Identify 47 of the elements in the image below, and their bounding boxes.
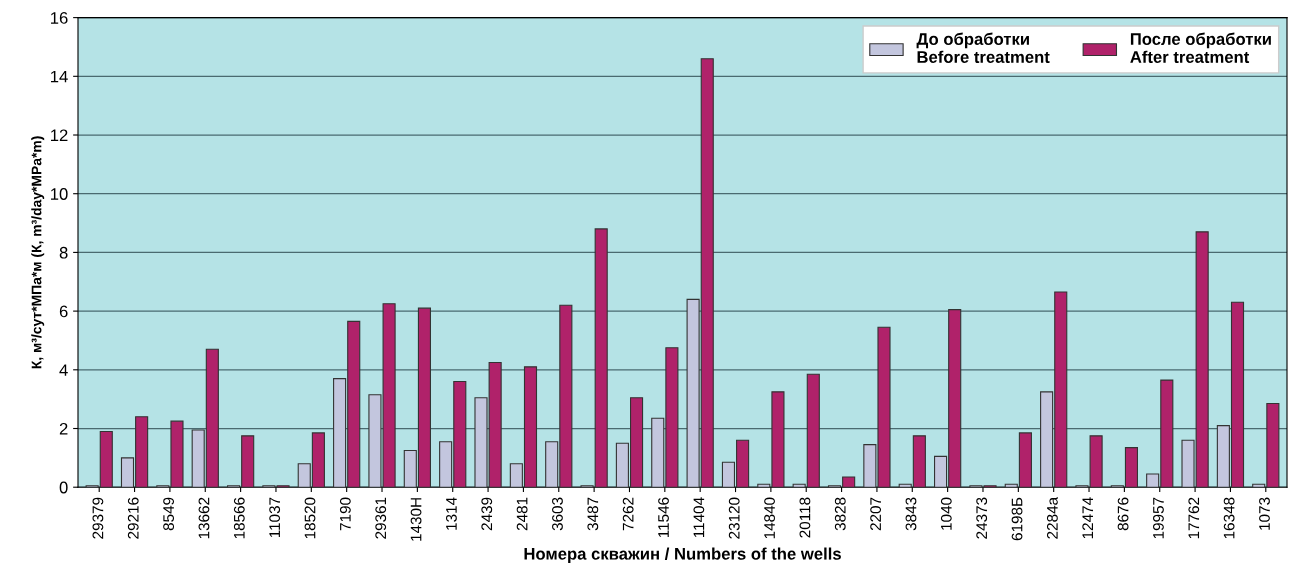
legend-label: До обработки Before treatment <box>916 32 1050 63</box>
y-tick-label: 10 <box>51 188 68 200</box>
x-tick-label: 1430H <box>410 498 422 541</box>
x-tick-label: 20118 <box>799 497 811 538</box>
x-tick-label: 8549 <box>163 497 175 531</box>
x-tick-label: 3843 <box>905 497 917 531</box>
x-tick-label: 2439 <box>481 497 493 531</box>
x-tick-label: 1040 <box>940 497 952 530</box>
x-tick-label: 2207 <box>870 497 882 531</box>
x-tick-label: 13662 <box>198 497 210 539</box>
y-tick-label: 14 <box>51 70 68 83</box>
legend-label: После обработки After treatment <box>1130 32 1271 63</box>
x-tick-label: 11404 <box>693 497 705 538</box>
y-tick-label: 0 <box>59 481 68 494</box>
y-axis-title: К, м³/сут*МПа*м (К, m³/day*MPa*m) <box>31 136 45 369</box>
x-tick-label: 2284a <box>1046 496 1058 539</box>
x-tick-label: 11037 <box>269 497 281 538</box>
x-tick-label: 16348 <box>1223 497 1235 539</box>
x-tick-label: 29361 <box>375 497 387 539</box>
y-tick-label: 16 <box>51 12 68 24</box>
x-tick-label: 12474 <box>1082 497 1093 539</box>
x-tick-label: 1314 <box>446 497 457 530</box>
y-tick-label: 6 <box>59 305 68 318</box>
x-tick-label: 24373 <box>976 497 988 539</box>
x-tick-label: 7190 <box>339 497 351 531</box>
x-tick-label: 6198Б <box>1011 497 1023 541</box>
x-tick-label: 2481 <box>516 497 528 531</box>
x-tick-label: 17762 <box>1188 497 1200 539</box>
y-tick-label: 2 <box>59 422 68 435</box>
x-tick-label: 18566 <box>233 497 245 539</box>
x-tick-label: 18520 <box>304 497 316 539</box>
x-tick-label: 3487 <box>587 497 599 531</box>
x-tick-label: 7262 <box>622 497 634 531</box>
x-tick-label: 1073 <box>1259 497 1270 530</box>
x-tick-label: 19957 <box>1153 497 1164 539</box>
y-tick-label: 4 <box>59 364 68 376</box>
x-tick-label: 3603 <box>552 497 563 531</box>
x-tick-label: 23120 <box>728 497 740 539</box>
x-tick-label: 14840 <box>764 497 775 539</box>
x-tick-label: 11546 <box>658 497 669 538</box>
y-tick-label: 12 <box>51 129 68 142</box>
x-tick-label: 29216 <box>127 497 139 539</box>
x-tick-label: 3828 <box>834 497 846 531</box>
x-tick-label: 8676 <box>1117 497 1129 531</box>
y-tick-label: 8 <box>59 246 68 259</box>
x-tick-label: 29379 <box>92 497 104 539</box>
x-axis-title: Номера скважин / Numbers of the wells <box>524 547 841 564</box>
